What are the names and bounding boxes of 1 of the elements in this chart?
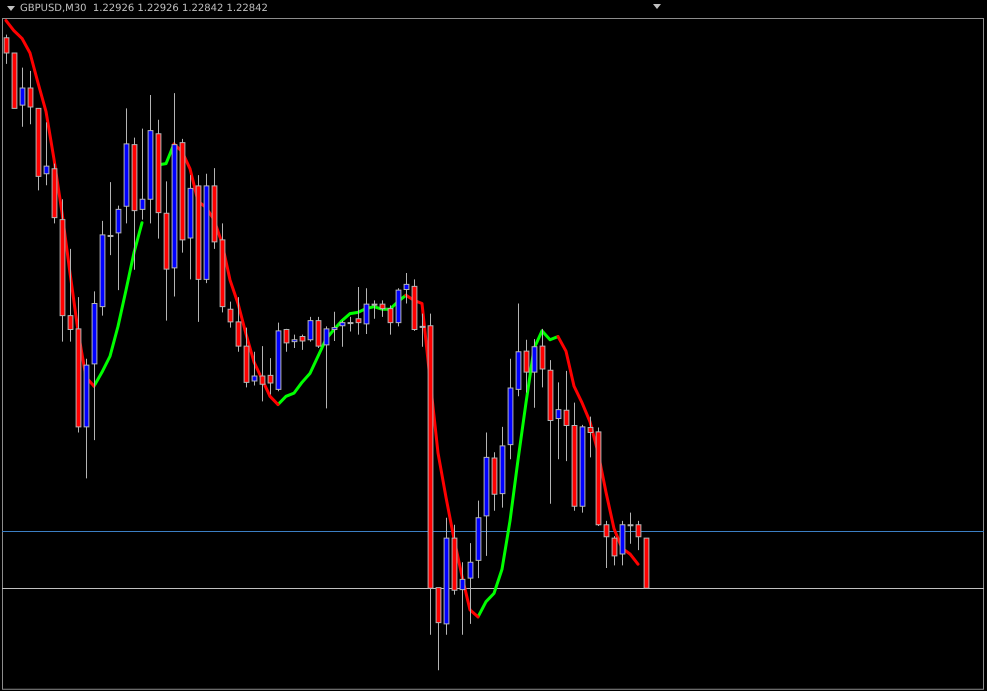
- chart-title: GBPUSD,M30 1.22926 1.22926 1.22842 1.22842: [20, 3, 268, 14]
